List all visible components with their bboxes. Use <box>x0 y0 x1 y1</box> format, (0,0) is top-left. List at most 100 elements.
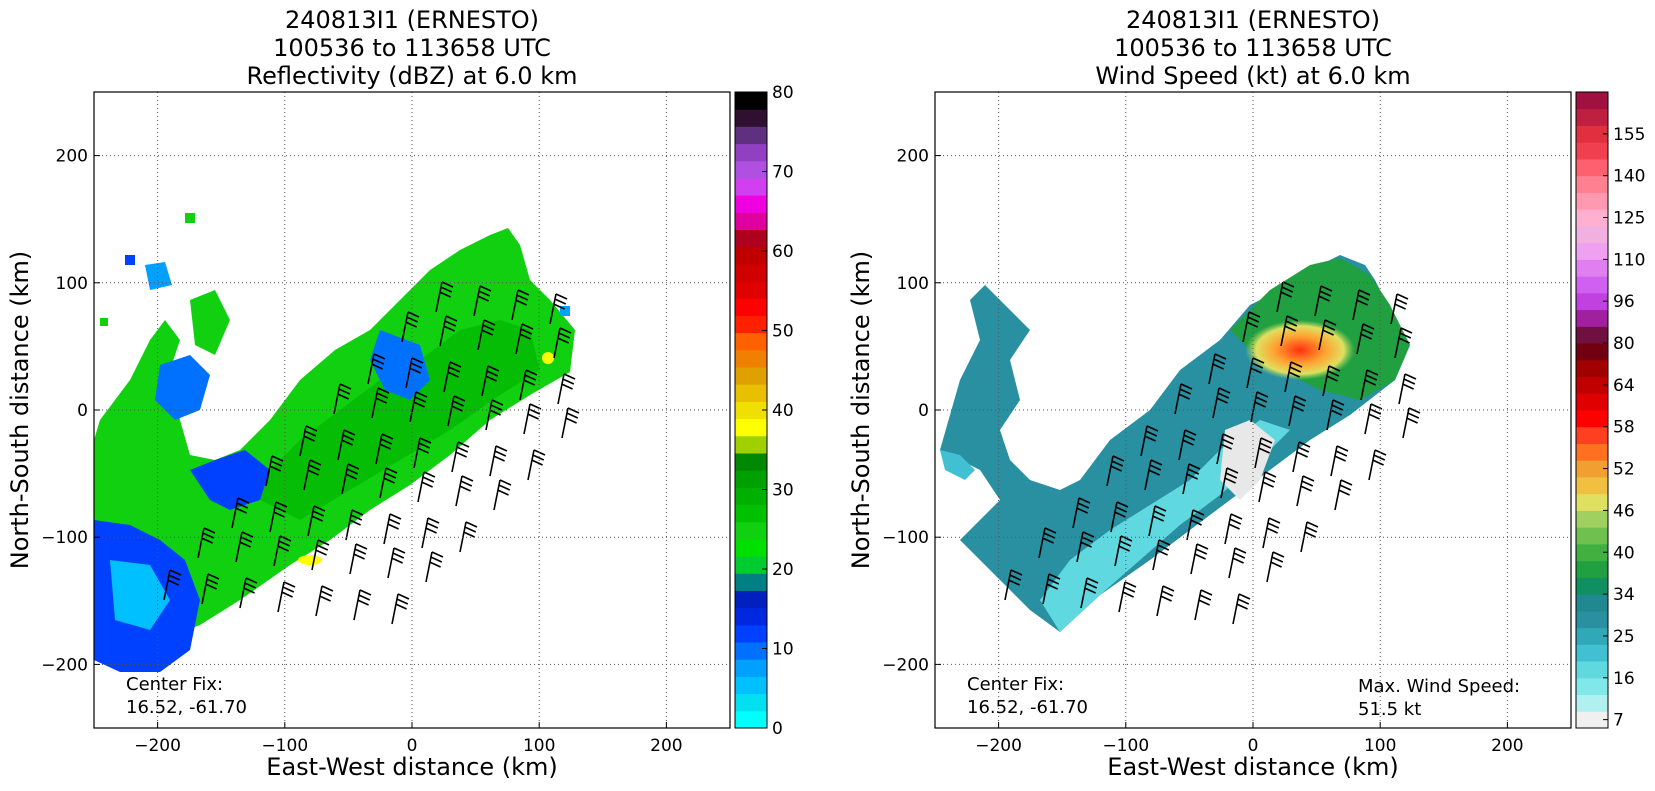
wind-barb-flag <box>240 536 253 543</box>
reflectivity-weak-nw <box>155 355 210 420</box>
colorbar-segment <box>1576 694 1608 712</box>
colorbar-segment <box>1576 158 1608 177</box>
wind-barb-flag <box>1407 412 1420 419</box>
wind-barb-flag <box>426 522 439 529</box>
wind-barb-flag <box>1304 531 1316 538</box>
wind-barb-flag <box>415 391 428 398</box>
wind-barb-flag <box>1399 332 1412 339</box>
wind-barb-flag <box>339 383 352 390</box>
wind-barb-flag <box>495 445 508 452</box>
wind-barb-flag <box>455 451 467 458</box>
axis-ticks: −200 −100 0 100 200 −200 −100 0 100 200 <box>882 147 1523 756</box>
colorbar-segment <box>1576 108 1608 126</box>
wind-barb-flag <box>406 316 419 323</box>
wind-barb-flag <box>519 333 531 340</box>
title-line-2: 100536 to 113658 UTC <box>273 34 551 62</box>
wind-barb-flag <box>283 581 296 588</box>
colorbar-segment <box>735 367 767 385</box>
colorbar-tick-label: 96 <box>1613 292 1635 312</box>
wind-barb-flag <box>1122 591 1134 598</box>
wind-barb-flag <box>206 578 219 585</box>
wind-barb-flag <box>498 484 511 491</box>
wind-barb-flag <box>1339 484 1352 491</box>
wind-barb-flag <box>389 513 402 520</box>
wind-barb-flag <box>1144 435 1156 442</box>
wind-barb-flag <box>479 285 492 292</box>
y-tick-label: −200 <box>882 655 929 675</box>
colorbar-segment <box>1576 644 1608 662</box>
wind-barb-flag <box>525 369 538 376</box>
wind-barb-flag <box>1179 388 1192 395</box>
wind-barb-flag <box>566 412 579 419</box>
wind-barb-flag <box>338 388 351 395</box>
wind-barb-flag <box>1259 442 1272 449</box>
colorbar-tick-label: 20 <box>772 560 794 580</box>
wind-barb-flag <box>380 438 393 445</box>
colorbar-segment <box>1576 627 1608 645</box>
wind-barb-flag <box>1162 585 1175 592</box>
wind-barb-flag <box>1264 471 1277 478</box>
y-tick-label: 200 <box>56 147 88 167</box>
wind-barb-flag <box>321 585 334 592</box>
wind-barb-flag <box>557 337 569 344</box>
colorbar-tick-label: 0 <box>772 719 783 739</box>
colorbar-segment <box>735 92 767 110</box>
wind-barb-flag <box>478 290 491 297</box>
wind-barb-flag <box>1373 454 1386 461</box>
y-axis-label: North-South distance (km) <box>847 251 875 570</box>
wind-barb-flag <box>1120 535 1133 542</box>
colorbar-segment <box>735 710 767 729</box>
wind-barb-flag <box>169 569 182 576</box>
wind-barb-flag <box>1247 316 1260 323</box>
wind-barb-flag <box>346 468 359 475</box>
wind-barb-flag <box>351 509 364 516</box>
wind-barb-flag <box>427 517 440 524</box>
wind-barb-flag <box>1184 429 1197 436</box>
wind-barb-flag <box>405 321 417 328</box>
wind-barb-flag <box>1250 367 1262 374</box>
wind-barb-flag <box>1123 586 1136 593</box>
colorbar-segment <box>1576 175 1608 193</box>
wind-barb-flag <box>236 502 249 509</box>
wind-barb-flag <box>1305 526 1318 533</box>
panel-wind-speed: 240813I1 (ERNESTO) 100536 to 113658 UTC … <box>847 6 1645 781</box>
wind-barb-flag <box>1263 476 1276 483</box>
wind-barb-flag <box>1260 437 1273 444</box>
wind-barb-flag <box>1293 400 1306 407</box>
wind-barb-flag <box>1408 407 1421 414</box>
cell-8 <box>298 555 322 565</box>
wind-barb-flag <box>516 294 529 301</box>
wind-barb-flag <box>1146 425 1159 432</box>
wind-barb-flag <box>1180 383 1193 390</box>
wind-barb-flag <box>558 332 571 339</box>
wind-barb-flag <box>167 579 179 586</box>
wind-barb-flag <box>372 358 385 365</box>
wind-barb-flag <box>1368 413 1380 420</box>
wind-barb-flag <box>1334 455 1346 462</box>
wind-barb-flag <box>282 586 295 593</box>
wind-barb-flag <box>1251 362 1264 369</box>
colorbar-segment <box>1576 242 1608 260</box>
reflectivity-core <box>260 320 540 520</box>
wind-barb-flag <box>1194 553 1206 560</box>
wind-barb-flag <box>1156 549 1168 556</box>
wind-barb-flag <box>391 557 403 564</box>
wind-barb-flag <box>422 476 435 483</box>
wind-barb-flag <box>562 378 575 385</box>
wind-barb-flag <box>499 479 512 486</box>
wind-barb-flag <box>461 475 474 482</box>
title-line-1: 240813I1 (ERNESTO) <box>1126 6 1380 34</box>
colorbar-tick-label: 64 <box>1613 376 1635 396</box>
wind-barb-flag <box>377 387 390 394</box>
colorbar-segment <box>1576 476 1608 495</box>
wind-barb-flag <box>320 590 333 597</box>
wind-barb-flag <box>489 409 501 416</box>
x-tick-label: 200 <box>1491 736 1523 756</box>
wind-barb-flag <box>1366 369 1379 376</box>
wind-barb-flag <box>237 497 250 504</box>
title-line-1: 240813I1 (ERNESTO) <box>285 6 539 34</box>
wind-barb-flag <box>1009 574 1022 581</box>
wind-barb-flag <box>1216 397 1228 404</box>
wind-barb-flag <box>305 425 318 432</box>
colorbar-segment <box>735 143 767 162</box>
